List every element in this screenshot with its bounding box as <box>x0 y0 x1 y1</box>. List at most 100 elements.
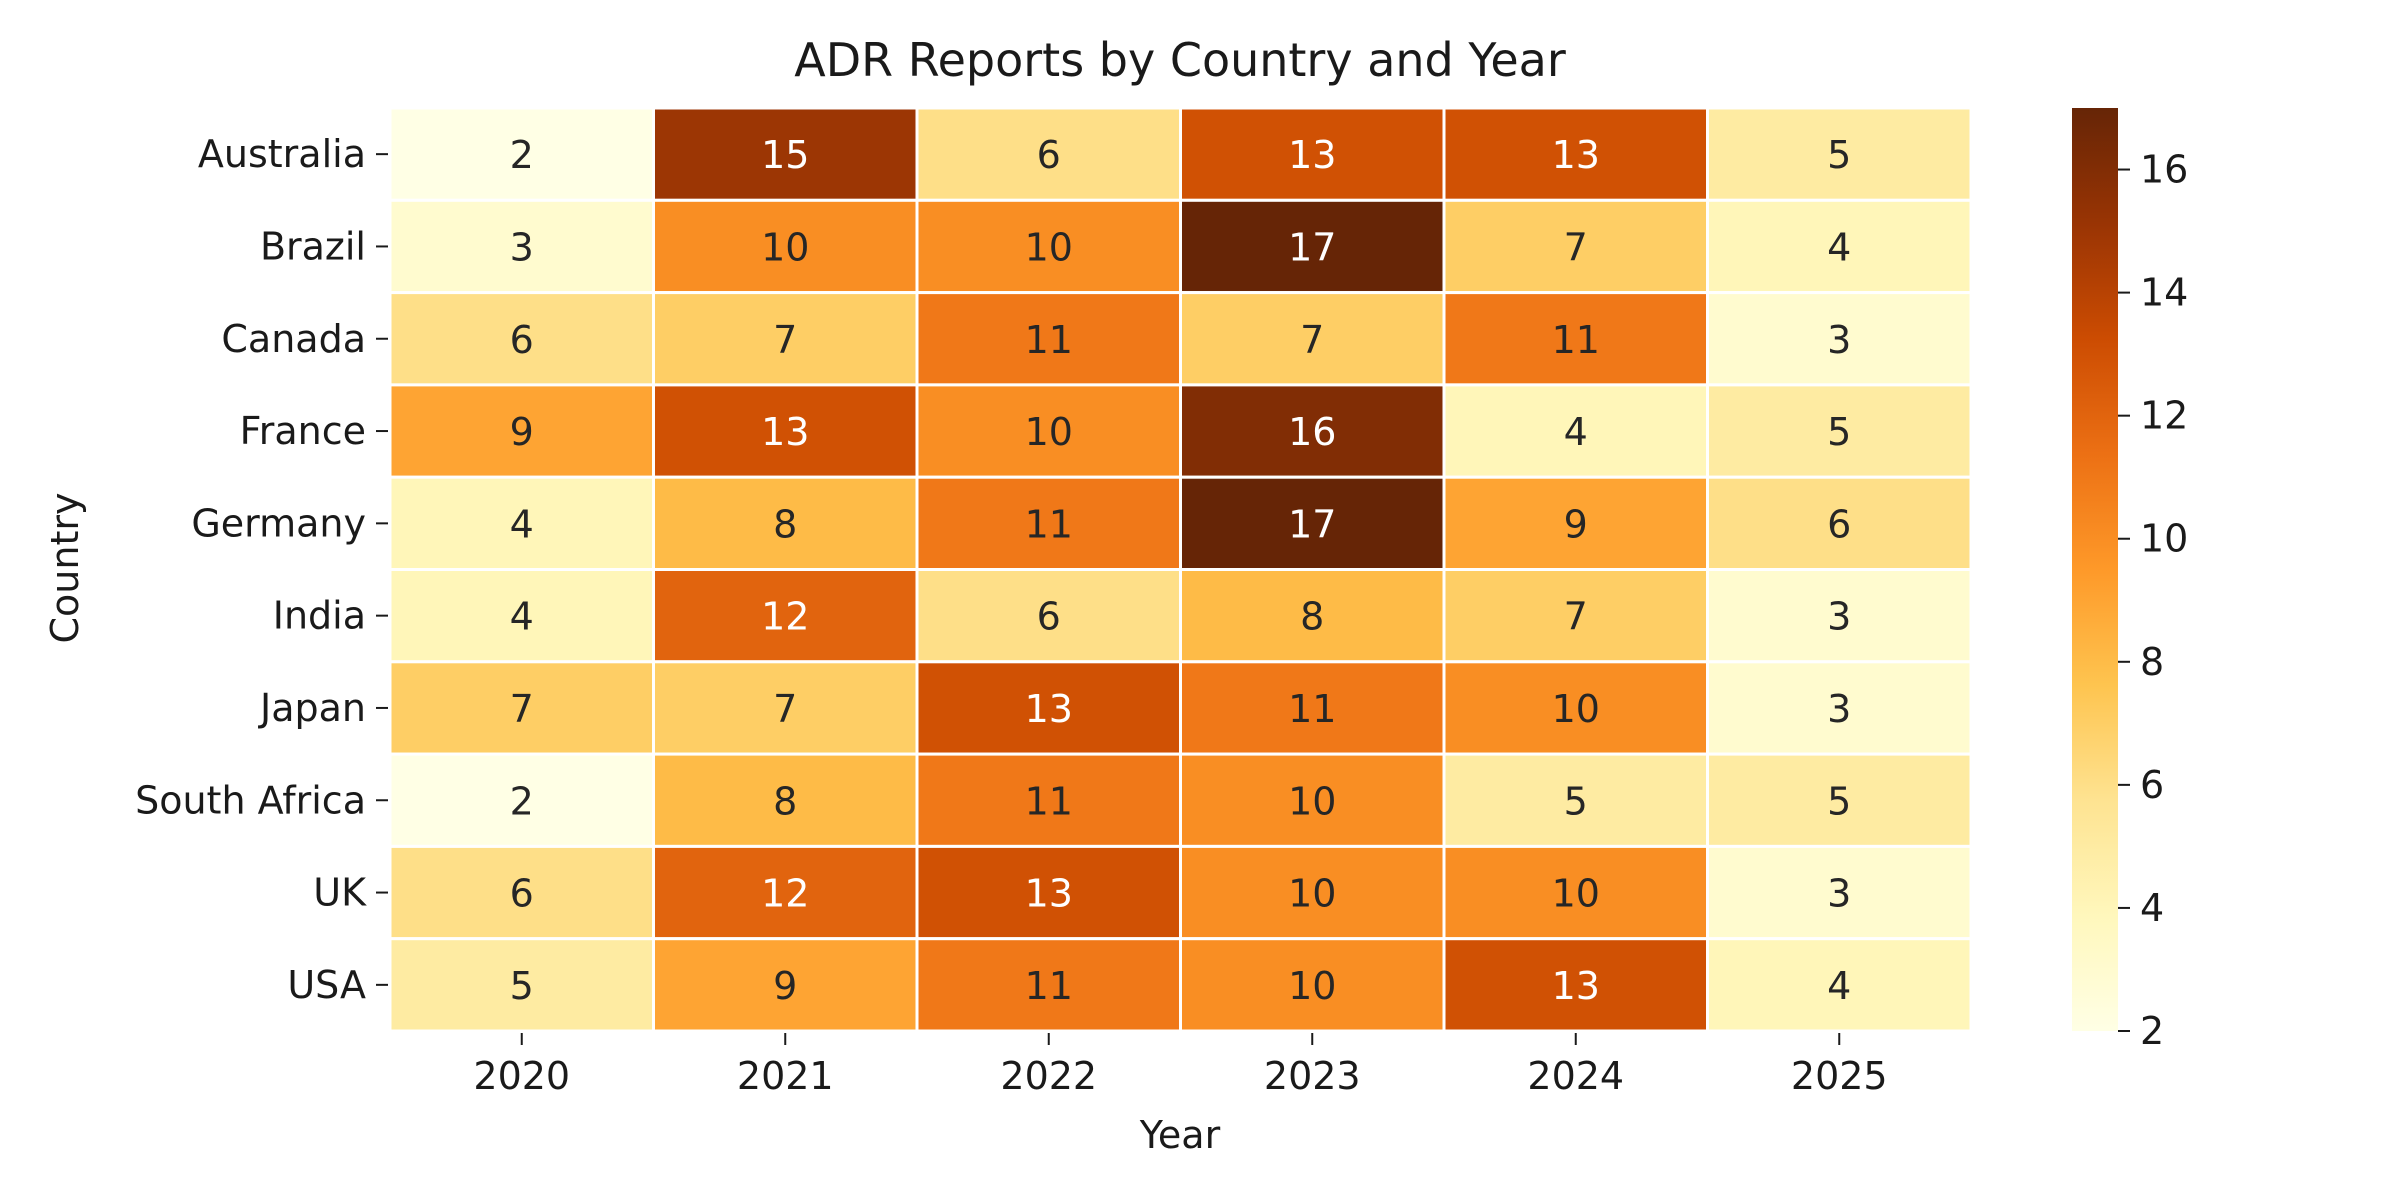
cell-value-label: 10 <box>1288 779 1336 823</box>
cell-value-label: 9 <box>773 964 797 1008</box>
x-axis: 2020 2021 2022 2023 2024 2025 <box>473 1033 1888 1098</box>
heatmap-cell <box>1179 383 1446 479</box>
cell-value-label: 7 <box>773 687 797 731</box>
heatmap-cell <box>1179 198 1446 295</box>
heatmap-cell <box>915 752 1182 848</box>
cell-value-label: 13 <box>761 410 809 454</box>
cell-value-label: 10 <box>1552 687 1600 731</box>
cell-value-label: 17 <box>1288 502 1336 546</box>
colorbar: 2 4 6 8 10 12 14 16 <box>2072 108 2188 1053</box>
heatmap-cells: 2 15 6 13 13 5 3 10 10 17 7 4 6 7 11 7 11 3 9 13 10 16 4 5 4 8 11 1… <box>388 106 1973 1033</box>
heatmap-cell <box>652 844 919 941</box>
heatmap-cell <box>1706 198 1973 295</box>
heatmap-cell <box>1706 752 1973 848</box>
x-tick-label: 2022 <box>1000 1054 1097 1098</box>
colorbar-tick-label: 16 <box>2140 148 2188 192</box>
x-tick-label: 2024 <box>1527 1054 1624 1098</box>
cell-value-label: 11 <box>1552 318 1600 362</box>
cell-value-label: 13 <box>1025 872 1073 916</box>
x-tick-label: 2020 <box>473 1054 570 1098</box>
heatmap-cell <box>1442 937 1709 1033</box>
cell-value-label: 7 <box>510 687 534 731</box>
heatmap-cell <box>652 106 919 202</box>
heatmap-cell <box>1442 291 1709 387</box>
heatmap-cell <box>1179 752 1446 848</box>
heatmap-cell <box>1179 291 1446 387</box>
cell-value-label: 10 <box>1288 872 1336 916</box>
chart-title: ADR Reports by Country and Year <box>794 33 1566 87</box>
cell-value-label: 4 <box>510 595 534 639</box>
cell-value-label: 6 <box>510 318 534 362</box>
cell-value-label: 9 <box>510 410 534 454</box>
cell-value-label: 4 <box>510 502 534 546</box>
cell-value-label: 11 <box>1025 779 1073 823</box>
heatmap-cell <box>388 752 655 848</box>
heatmap-cell <box>1706 937 1973 1033</box>
heatmap-cell <box>1442 475 1709 572</box>
cell-value-label: 6 <box>510 872 534 916</box>
y-tick-label: Brazil <box>260 224 366 268</box>
cell-value-label: 13 <box>1288 133 1336 177</box>
heatmap-cell <box>1442 752 1709 848</box>
cell-value-label: 13 <box>1552 133 1600 177</box>
cell-value-label: 8 <box>773 502 797 546</box>
cell-value-label: 7 <box>1300 318 1324 362</box>
heatmap-cell <box>1706 568 1973 664</box>
heatmap-cell <box>652 198 919 295</box>
y-tick-label: USA <box>287 963 366 1007</box>
cell-value-label: 8 <box>1300 595 1324 639</box>
colorbar-tick-label: 6 <box>2140 763 2164 807</box>
heatmap-cell <box>915 475 1182 572</box>
cell-value-label: 7 <box>1564 595 1588 639</box>
cell-value-label: 13 <box>1025 687 1073 731</box>
heatmap-cell <box>1442 844 1709 941</box>
cell-value-label: 9 <box>1564 502 1588 546</box>
x-tick-label: 2023 <box>1264 1054 1361 1098</box>
cell-value-label: 13 <box>1552 964 1600 1008</box>
cell-value-label: 3 <box>1827 318 1851 362</box>
cell-value-label: 7 <box>773 318 797 362</box>
x-tick-label: 2025 <box>1791 1054 1888 1098</box>
cell-value-label: 4 <box>1827 225 1851 269</box>
y-tick-label: India <box>273 594 366 638</box>
heatmap-cell <box>388 937 655 1033</box>
cell-value-label: 2 <box>510 779 534 823</box>
heatmap-cell <box>1706 475 1973 572</box>
heatmap-cell <box>1179 660 1446 756</box>
cell-value-label: 7 <box>1564 225 1588 269</box>
heatmap-cell <box>1706 106 1973 202</box>
y-tick-label: France <box>240 409 366 453</box>
heatmap-cell <box>652 937 919 1033</box>
cell-value-label: 4 <box>1827 964 1851 1008</box>
cell-value-label: 11 <box>1025 502 1073 546</box>
colorbar-tick-label: 4 <box>2140 886 2164 930</box>
heatmap-cell <box>1706 291 1973 387</box>
cell-value-label: 10 <box>1025 225 1073 269</box>
x-tick-label: 2021 <box>737 1054 834 1098</box>
cell-value-label: 17 <box>1288 225 1336 269</box>
heatmap-cell <box>915 383 1182 479</box>
colorbar-tick-label: 2 <box>2140 1009 2164 1053</box>
cell-value-label: 3 <box>1827 595 1851 639</box>
heatmap-cell <box>915 844 1182 941</box>
cell-value-label: 11 <box>1288 687 1336 731</box>
heatmap-cell <box>388 106 655 202</box>
y-tick-label: Australia <box>198 132 366 176</box>
cell-value-label: 8 <box>773 779 797 823</box>
cell-value-label: 10 <box>761 225 809 269</box>
cell-value-label: 3 <box>1827 687 1851 731</box>
heatmap-cell <box>388 844 655 941</box>
cell-value-label: 3 <box>510 225 534 269</box>
cell-value-label: 11 <box>1025 318 1073 362</box>
heatmap-cell <box>652 291 919 387</box>
cell-value-label: 15 <box>761 133 809 177</box>
x-axis-label: Year <box>1139 1113 1221 1157</box>
y-tick-label: Japan <box>258 686 366 730</box>
colorbar-tick-label: 10 <box>2140 517 2188 561</box>
colorbar-tick-label: 8 <box>2140 640 2164 684</box>
heatmap-cell <box>652 383 919 479</box>
cell-value-label: 5 <box>510 964 534 1008</box>
heatmap-cell <box>388 568 655 664</box>
heatmap-cell <box>1706 383 1973 479</box>
